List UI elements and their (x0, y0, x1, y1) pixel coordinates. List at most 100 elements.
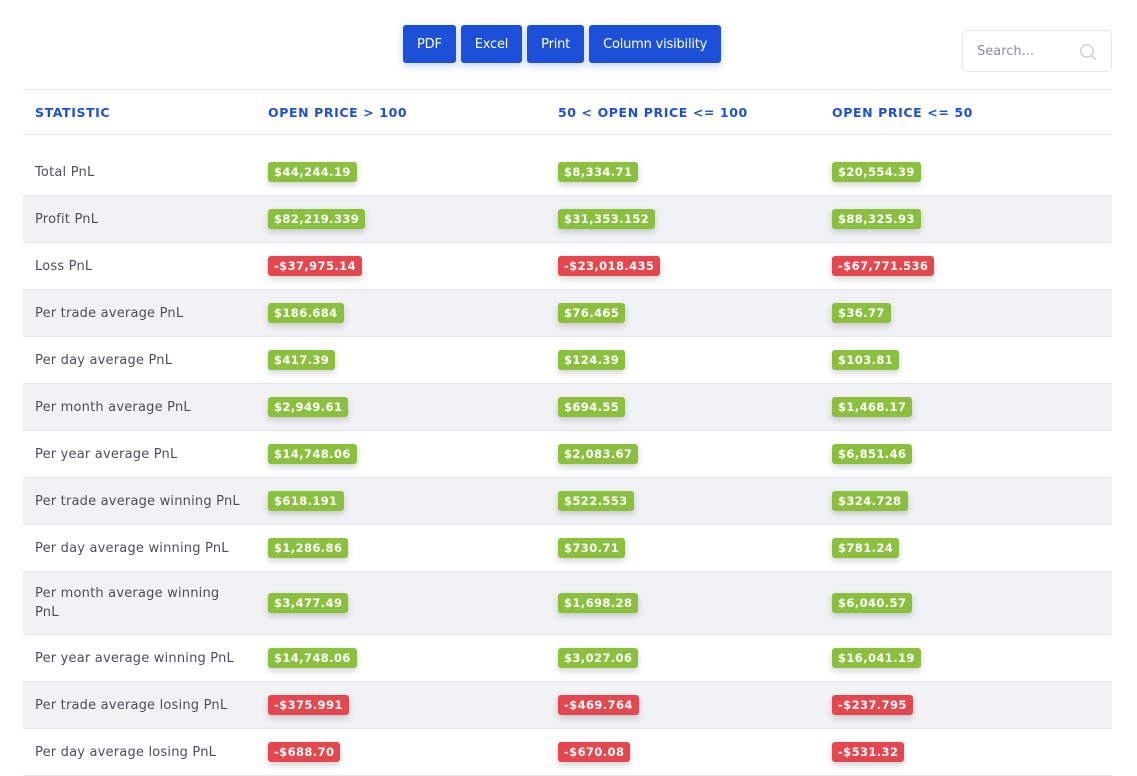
positive-pnl-badge: $1,286.86 (268, 538, 349, 558)
value-cell: $8,334.71 (546, 135, 820, 196)
value-cell: $2,949.61 (256, 384, 546, 431)
positive-pnl-badge: $694.55 (558, 397, 626, 417)
negative-pnl-badge: -$670.08 (558, 742, 631, 762)
print-button[interactable]: Print (527, 25, 585, 63)
positive-pnl-badge: $14,748.06 (268, 444, 357, 464)
column-visibility-button[interactable]: Column visibility (589, 25, 722, 63)
value-cell: $76.465 (546, 290, 820, 337)
value-cell: $14,748.06 (256, 431, 546, 478)
negative-pnl-badge: -$37,975.14 (268, 256, 362, 276)
positive-pnl-badge: $20,554.39 (832, 162, 921, 182)
positive-pnl-badge: $417.39 (268, 350, 336, 370)
negative-pnl-badge: -$375.991 (268, 695, 349, 715)
table-row: Profit PnL $82,219.339 $31,353.152 $88,325.… (23, 195, 1112, 243)
value-cell: $6,040.57 (820, 572, 1112, 635)
positive-pnl-badge: $8,334.71 (558, 162, 639, 182)
positive-pnl-badge: $124.39 (558, 350, 626, 370)
positive-pnl-badge: $3,477.49 (268, 593, 349, 613)
positive-pnl-badge: $88,325.93 (832, 209, 921, 229)
pdf-button[interactable]: PDF (403, 25, 456, 63)
value-cell: -$688.70 (256, 729, 546, 776)
value-cell: -$375.991 (256, 682, 546, 729)
toolbar: PDF Excel Print Column visibility (0, 0, 1137, 88)
column-header-open-price-at-most-50[interactable]: OPEN PRICE <= 50 (832, 104, 973, 120)
statistic-label: Per trade average PnL (35, 305, 184, 321)
table-header-row: STATISTIC OPEN PRICE > 100 50 < OPEN PRI… (23, 89, 1112, 135)
negative-pnl-badge: -$67,771.536 (832, 256, 935, 276)
table-row: Per trade average winning PnL $618.191 $52… (23, 477, 1112, 525)
positive-pnl-badge: $2,083.67 (558, 444, 639, 464)
positive-pnl-badge: $2,949.61 (268, 397, 349, 417)
value-cell: $103.81 (820, 337, 1112, 384)
value-cell: $14,748.06 (256, 635, 546, 682)
value-cell: $82,219.339 (256, 196, 546, 243)
positive-pnl-badge: $781.24 (832, 538, 900, 558)
search-box (962, 30, 1112, 72)
value-cell: $6,851.46 (820, 431, 1112, 478)
column-header-statistic[interactable]: STATISTIC (35, 104, 111, 120)
negative-pnl-badge: -$469.764 (558, 695, 639, 715)
statistic-label: Per trade average losing PnL (35, 697, 228, 713)
statistic-label: Total PnL (35, 164, 95, 180)
positive-pnl-badge: $1,698.28 (558, 593, 639, 613)
value-cell: $44,244.19 (256, 135, 546, 196)
value-cell: -$37,975.14 (256, 243, 546, 290)
positive-pnl-badge: $14,748.06 (268, 648, 357, 668)
column-header-open-price-50-to-100[interactable]: 50 < OPEN PRICE <= 100 (558, 104, 748, 120)
statistic-label: Per year average PnL (35, 446, 178, 462)
negative-pnl-badge: -$688.70 (268, 742, 341, 762)
excel-button[interactable]: Excel (460, 25, 523, 63)
table-row: Per year average winning PnL $14,748.06 $3… (23, 635, 1112, 682)
value-cell: -$67,771.536 (820, 243, 1112, 290)
column-header-open-price-above-100[interactable]: OPEN PRICE > 100 (268, 104, 408, 120)
value-cell: $36.77 (820, 290, 1112, 337)
export-button-group: PDF Excel Print Column visibility (403, 25, 722, 64)
table-row: Per month average winning PnL $3,477.49 $1… (23, 571, 1112, 635)
table-row: Total PnL $44,244.19 $8,334.71 $20,554.39 (23, 135, 1112, 196)
search-input[interactable] (977, 39, 1077, 63)
value-cell: $730.71 (546, 525, 820, 572)
value-cell: $618.191 (256, 478, 546, 525)
statistic-label: Per day average losing PnL (35, 744, 217, 760)
statistic-label: Loss PnL (35, 258, 93, 274)
statistic-label: Per trade average winning PnL (35, 493, 240, 509)
table-row: Per trade average losing PnL -$375.991 -$4… (23, 681, 1112, 729)
positive-pnl-badge: $36.77 (832, 303, 891, 323)
value-cell: $186.684 (256, 290, 546, 337)
positive-pnl-badge: $3,027.06 (558, 648, 639, 668)
search-icon[interactable] (1079, 43, 1097, 61)
statistic-label: Per month average winning PnL (35, 586, 220, 620)
negative-pnl-badge: -$23,018.435 (558, 256, 661, 276)
value-cell: -$670.08 (546, 729, 820, 776)
negative-pnl-badge: -$237.795 (832, 695, 913, 715)
value-cell: -$531.32 (820, 729, 1112, 776)
value-cell: $2,083.67 (546, 431, 820, 478)
value-cell: $781.24 (820, 525, 1112, 572)
positive-pnl-badge: $82,219.339 (268, 209, 366, 229)
table-row: Loss PnL -$37,975.14 -$23,018.435 -$67,771.… (23, 243, 1112, 290)
value-cell: -$469.764 (546, 682, 820, 729)
value-cell: $88,325.93 (820, 196, 1112, 243)
positive-pnl-badge: $16,041.19 (832, 648, 921, 668)
positive-pnl-badge: $618.191 (268, 491, 344, 511)
positive-pnl-badge: $522.553 (558, 491, 634, 511)
value-cell: $3,027.06 (546, 635, 820, 682)
value-cell: -$237.795 (820, 682, 1112, 729)
table-row: Per year average PnL $14,748.06 $2,083.67 $… (23, 431, 1112, 478)
value-cell: $694.55 (546, 384, 820, 431)
table-row: Per day average losing PnL -$688.70 -$670.… (23, 729, 1112, 776)
value-cell: $1,698.28 (546, 572, 820, 635)
value-cell: $1,286.86 (256, 525, 546, 572)
value-cell: $16,041.19 (820, 635, 1112, 682)
value-cell: $417.39 (256, 337, 546, 384)
positive-pnl-badge: $324.728 (832, 491, 908, 511)
positive-pnl-badge: $1,468.17 (832, 397, 913, 417)
negative-pnl-badge: -$531.32 (832, 742, 905, 762)
statistic-label: Per year average winning PnL (35, 650, 234, 666)
positive-pnl-badge: $6,851.46 (832, 444, 913, 464)
statistic-label: Per day average PnL (35, 352, 173, 368)
positive-pnl-badge: $730.71 (558, 538, 626, 558)
positive-pnl-badge: $31,353.152 (558, 209, 656, 229)
positive-pnl-badge: $6,040.57 (832, 593, 913, 613)
table-row: Per trade average PnL $186.684 $76.465 $36.… (23, 289, 1112, 337)
